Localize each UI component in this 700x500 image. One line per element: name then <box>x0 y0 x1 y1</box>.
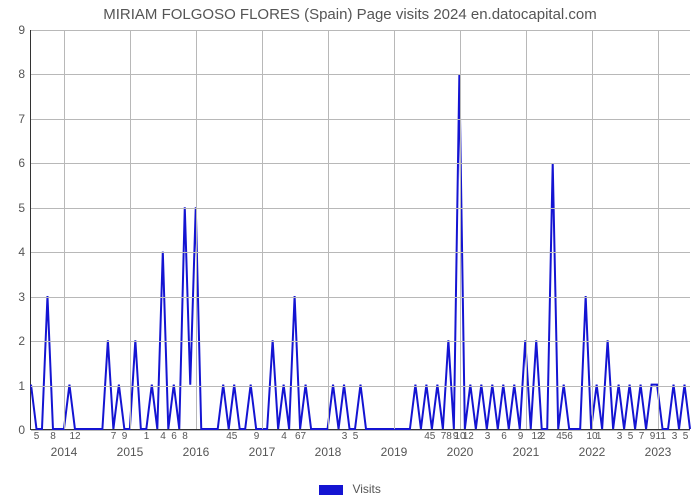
x-minor-label: 5 <box>628 431 634 442</box>
x-minor-label: 12 <box>69 431 80 442</box>
y-tick-label: 5 <box>18 201 25 215</box>
gridline-vertical <box>658 30 659 429</box>
legend-swatch <box>319 485 343 495</box>
x-minor-label: 4 <box>160 431 166 442</box>
x-year-label: 2022 <box>579 445 606 459</box>
x-minor-label: 5 <box>232 431 238 442</box>
y-tick-label: 7 <box>18 112 25 126</box>
gridline-vertical <box>592 30 593 429</box>
x-minor-label: 7 <box>300 431 306 442</box>
x-year-label: 2017 <box>249 445 276 459</box>
x-minor-label: 3 <box>485 431 491 442</box>
x-minor-label: 8 <box>50 431 56 442</box>
gridline-vertical <box>64 30 65 429</box>
x-minor-label: 9 <box>122 431 128 442</box>
x-year-label: 2020 <box>447 445 474 459</box>
x-year-label: 2015 <box>117 445 144 459</box>
x-year-label: 2018 <box>315 445 342 459</box>
x-minor-label: 6 <box>567 431 573 442</box>
gridline-vertical <box>394 30 395 429</box>
x-minor-label: 6 <box>171 431 177 442</box>
plot-area: 0123456789201420152016201720182019202020… <box>30 30 690 430</box>
gridline-vertical <box>130 30 131 429</box>
y-tick-label: 9 <box>18 23 25 37</box>
x-minor-label: 5 <box>353 431 359 442</box>
x-minor-label: 9 <box>518 431 524 442</box>
chart-root: MIRIAM FOLGOSO FLORES (Spain) Page visit… <box>0 0 700 500</box>
x-year-label: 2014 <box>51 445 78 459</box>
x-year-label: 2016 <box>183 445 210 459</box>
x-minor-label: 12 <box>463 431 474 442</box>
x-minor-label: 9 <box>254 431 260 442</box>
x-year-label: 2019 <box>381 445 408 459</box>
gridline-vertical <box>460 30 461 429</box>
y-tick-label: 2 <box>18 334 25 348</box>
gridline-vertical <box>262 30 263 429</box>
chart-title: MIRIAM FOLGOSO FLORES (Spain) Page visit… <box>0 6 700 23</box>
legend-label: Visits <box>352 482 380 496</box>
x-year-label: 2023 <box>645 445 672 459</box>
y-tick-label: 1 <box>18 379 25 393</box>
x-minor-label: 4 <box>281 431 287 442</box>
x-minor-label: 11 <box>656 431 666 442</box>
x-minor-label: 7 <box>111 431 117 442</box>
x-minor-label: 7 <box>639 431 645 442</box>
x-minor-label: 8 <box>446 431 452 442</box>
x-minor-label: 1 <box>596 431 602 442</box>
x-minor-label: 1 <box>144 431 150 442</box>
x-minor-label: 5 <box>34 431 40 442</box>
x-minor-label: 3 <box>672 431 678 442</box>
y-tick-label: 8 <box>18 67 25 81</box>
y-tick-label: 6 <box>18 156 25 170</box>
gridline-vertical <box>328 30 329 429</box>
x-minor-label: 5 <box>683 431 689 442</box>
y-tick-label: 3 <box>18 290 25 304</box>
gridline-vertical <box>526 30 527 429</box>
y-tick-label: 0 <box>18 423 25 437</box>
x-minor-label: 3 <box>617 431 623 442</box>
x-minor-label: 9 <box>650 431 656 442</box>
legend: Visits <box>0 482 700 496</box>
x-minor-label: 8 <box>182 431 188 442</box>
x-year-label: 2021 <box>513 445 540 459</box>
x-minor-label: 5 <box>430 431 436 442</box>
y-tick-label: 4 <box>18 245 25 259</box>
x-minor-label: 6 <box>501 431 507 442</box>
x-minor-label: 3 <box>342 431 348 442</box>
x-minor-label: 2 <box>540 431 546 442</box>
gridline-vertical <box>196 30 197 429</box>
